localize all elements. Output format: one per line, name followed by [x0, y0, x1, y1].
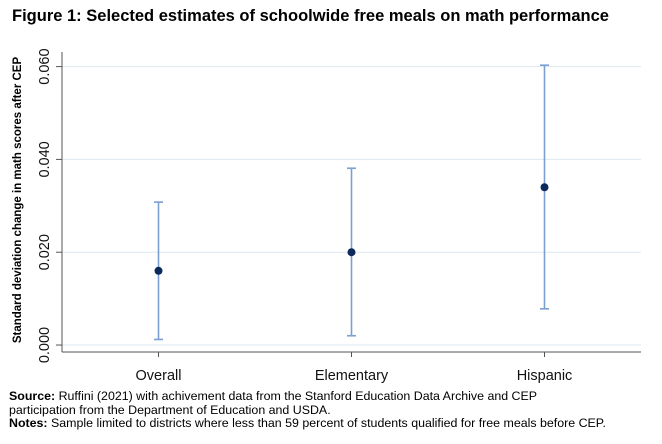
notes-line: Notes: Sample limited to districts where…	[9, 416, 657, 431]
source-line-2: participation from the Department of Edu…	[9, 402, 331, 417]
source-line-1: Source: Ruffini (2021) with achivement d…	[9, 389, 657, 404]
source-text: Ruffini (2021) with achivement data from…	[55, 389, 538, 403]
x-tick-label-hispanic: Hispanic	[517, 368, 573, 384]
point-estimate-elementary	[347, 248, 356, 257]
x-axis: Overall Elementary Hispanic	[62, 351, 641, 384]
source-label: Source:	[9, 389, 56, 403]
y-tick-label: 0.060	[37, 48, 53, 84]
x-tick-label-overall: Overall	[136, 368, 182, 384]
y-axis: 0.000 0.020 0.040 0.060	[37, 48, 63, 363]
notes-label: Notes:	[9, 416, 48, 430]
figure-footer: Source: Ruffini (2021) with achivement d…	[9, 389, 657, 431]
y-tick-label: 0.040	[37, 141, 53, 177]
point-estimate-overall	[154, 266, 163, 275]
chart: 0.000 0.020 0.040 0.060 Overall Elementary Hi…	[12, 48, 641, 384]
y-tick-label: 0.020	[37, 234, 53, 270]
notes-text: Sample limited to districts where less t…	[47, 416, 606, 430]
y-axis-label: Standard deviation change in math scores…	[12, 57, 24, 344]
x-tick-label-elementary: Elementary	[315, 368, 389, 384]
error-bars	[154, 64, 549, 341]
y-tick-label: 0.000	[37, 327, 53, 363]
point-estimate-hispanic	[540, 183, 549, 192]
chart-title: Figure 1: Selected estimates of schoolwi…	[12, 7, 609, 25]
data-points	[154, 183, 549, 275]
